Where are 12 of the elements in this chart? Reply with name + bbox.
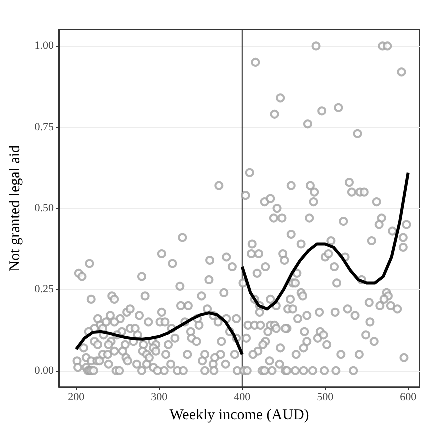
- y-tick-label: 0.00: [34, 364, 54, 377]
- y-tick-label: 0.75: [34, 121, 54, 134]
- x-tick-label: 200: [68, 392, 86, 404]
- y-tick-label: 1.00: [34, 40, 54, 52]
- y-tick-label: 0.50: [34, 202, 54, 215]
- y-axis-title: Not granted legal aid: [8, 144, 24, 272]
- y-tick-label: 0.25: [34, 284, 54, 296]
- x-tick-label: 600: [400, 392, 418, 404]
- x-tick-label: 500: [317, 392, 334, 404]
- x-tick-label: 300: [151, 392, 168, 404]
- x-tick-label: 400: [234, 392, 252, 404]
- x-axis-title: Weekly income (AUD): [170, 408, 310, 424]
